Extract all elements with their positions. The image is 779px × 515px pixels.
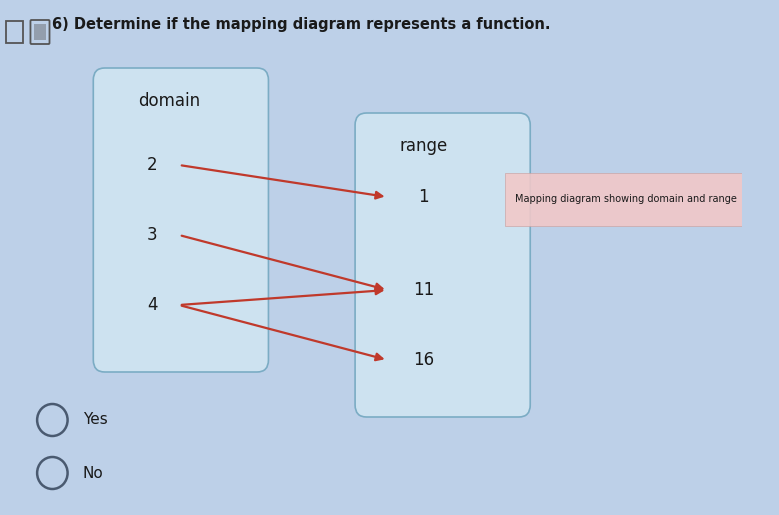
Text: 1: 1 <box>418 188 429 206</box>
Text: domain: domain <box>138 92 200 110</box>
Text: Mapping diagram showing domain and range: Mapping diagram showing domain and range <box>515 195 737 204</box>
Text: range: range <box>400 137 448 155</box>
Text: 16: 16 <box>413 351 434 369</box>
FancyBboxPatch shape <box>34 24 46 40</box>
FancyBboxPatch shape <box>355 113 530 417</box>
FancyBboxPatch shape <box>506 173 746 226</box>
Text: No: No <box>83 466 104 480</box>
Text: 3: 3 <box>147 226 157 244</box>
Text: 4: 4 <box>147 296 157 314</box>
FancyBboxPatch shape <box>93 68 269 372</box>
Text: 2: 2 <box>147 156 157 174</box>
Text: Yes: Yes <box>83 413 108 427</box>
Text: 6) Determine if the mapping diagram represents a function.: 6) Determine if the mapping diagram repr… <box>52 17 551 32</box>
Text: 11: 11 <box>413 281 434 299</box>
